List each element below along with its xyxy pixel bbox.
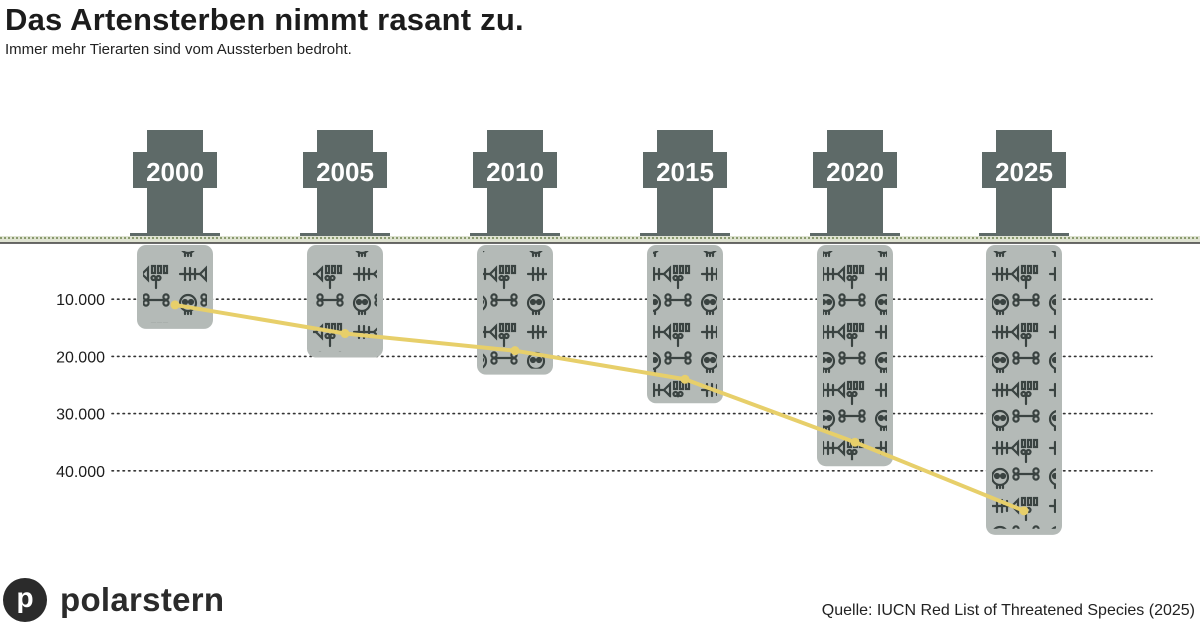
bones-pattern-2000 bbox=[143, 251, 207, 323]
data-point-2000[interactable] bbox=[170, 300, 180, 310]
brand-logo[interactable]: p polarstern bbox=[3, 578, 224, 622]
data-point-2015[interactable] bbox=[680, 374, 690, 384]
y-tick-label: 10.000 bbox=[56, 292, 105, 309]
x-tick-label: 2015 bbox=[656, 157, 714, 187]
y-tick-label: 40.000 bbox=[56, 464, 105, 481]
source-note: Quelle: IUCN Red List of Threatened Spec… bbox=[821, 602, 1195, 619]
grave-sign-2010 bbox=[473, 152, 557, 188]
trend-line bbox=[173, 302, 1026, 513]
data-point-2010[interactable] bbox=[510, 346, 520, 356]
x-tick-label: 2000 bbox=[146, 157, 204, 187]
bones-pattern-2015 bbox=[653, 251, 717, 398]
bones-pattern-2025 bbox=[992, 251, 1056, 529]
grave-sign-2015 bbox=[643, 152, 727, 188]
x-tick-label: 2005 bbox=[316, 157, 374, 187]
y-tick-label: 20.000 bbox=[56, 349, 105, 366]
ground-band bbox=[0, 236, 1200, 243]
x-tick-label: 2020 bbox=[826, 157, 884, 187]
x-tick-label: 2025 bbox=[995, 157, 1053, 187]
chart-title: Das Artensterben nimmt rasant zu. bbox=[5, 2, 524, 37]
grave-sign-2005 bbox=[303, 152, 387, 188]
grave-sign-2020 bbox=[813, 152, 897, 188]
x-tick-label: 2010 bbox=[486, 157, 544, 187]
logo-mark-icon: p bbox=[3, 578, 47, 622]
data-point-2025[interactable] bbox=[1019, 506, 1029, 516]
chart-subtitle: Immer mehr Tierarten sind vom Aussterben… bbox=[5, 41, 352, 58]
y-tick-label: 30.000 bbox=[56, 407, 105, 424]
data-point-2020[interactable] bbox=[850, 437, 860, 447]
data-point-2005[interactable] bbox=[340, 329, 350, 339]
grave-sign-2000 bbox=[133, 152, 217, 188]
bones-pattern-2020 bbox=[823, 251, 887, 461]
logo-wordmark: polarstern bbox=[60, 581, 225, 618]
grave-sign-2025 bbox=[982, 152, 1066, 188]
